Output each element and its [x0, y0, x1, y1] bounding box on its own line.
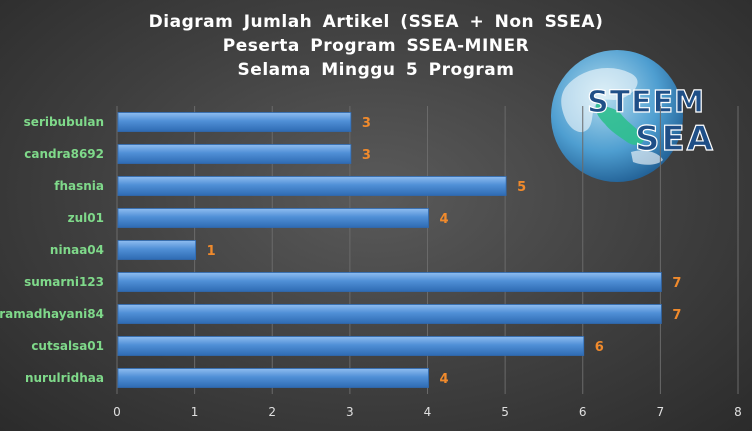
x-tick-label: 4	[424, 405, 432, 419]
category-labels: seribubulan candra8692 fhasnia zul01 ninaa04…	[0, 115, 104, 385]
category-label: seribubulan	[24, 115, 104, 129]
x-tick-label: 1	[191, 405, 199, 419]
bar	[117, 144, 352, 164]
chart-title: Diagram Jumlah Artikel (SSEA + Non SSEA)…	[0, 10, 752, 82]
chart-title-line-1: Diagram Jumlah Artikel (SSEA + Non SSEA)	[148, 12, 604, 32]
category-label: ninaa04	[50, 243, 104, 257]
x-tick-label: 6	[579, 405, 587, 419]
bars	[117, 112, 662, 388]
bar	[117, 368, 429, 388]
chart-title-line-3: Selama Minggu 5 Program	[237, 60, 515, 80]
data-label: 3	[362, 116, 371, 131]
category-label: sumarni123	[24, 275, 104, 289]
category-label: nurulridhaa	[25, 371, 104, 385]
bar	[117, 336, 585, 356]
data-label: 4	[440, 212, 449, 227]
island-shape	[631, 150, 663, 165]
x-tick-label: 7	[657, 405, 665, 419]
category-label: fhasnia	[54, 179, 104, 193]
data-label: 1	[207, 244, 216, 259]
category-label: ramadhayani84	[0, 307, 104, 321]
x-tick-label: 3	[346, 405, 354, 419]
bar	[117, 112, 352, 132]
x-tick-labels: 0 1 2 3 4 5 6 7 8	[113, 405, 742, 419]
logo-text-line-1: STEEM	[587, 85, 705, 120]
category-label: cutsalsa01	[31, 339, 104, 353]
bar	[117, 176, 507, 196]
bar	[117, 304, 662, 324]
x-tick-label: 5	[501, 405, 509, 419]
x-tick-label: 2	[268, 405, 276, 419]
data-label: 7	[672, 276, 681, 291]
data-label: 5	[517, 180, 526, 195]
steem-sea-logo: STEEM SEA	[551, 50, 715, 182]
data-label: 4	[440, 372, 449, 387]
logo-text-line-2: SEA	[635, 119, 715, 159]
bar	[117, 272, 662, 292]
data-label: 7	[672, 308, 681, 323]
chart-title-line-2: Peserta Program SSEA-MINER	[222, 36, 530, 56]
bar	[117, 208, 429, 228]
x-tick-label: 8	[734, 405, 742, 419]
sea-region-shape	[595, 103, 644, 145]
land-shape	[561, 68, 638, 133]
bar	[117, 240, 197, 260]
data-label: 3	[362, 148, 371, 163]
x-tick-label: 0	[113, 405, 121, 419]
data-labels: 3 3 5 4 1 7 7 6 4	[207, 116, 682, 387]
category-label: zul01	[68, 211, 104, 225]
data-label: 6	[595, 340, 604, 355]
category-label: candra8692	[24, 147, 104, 161]
